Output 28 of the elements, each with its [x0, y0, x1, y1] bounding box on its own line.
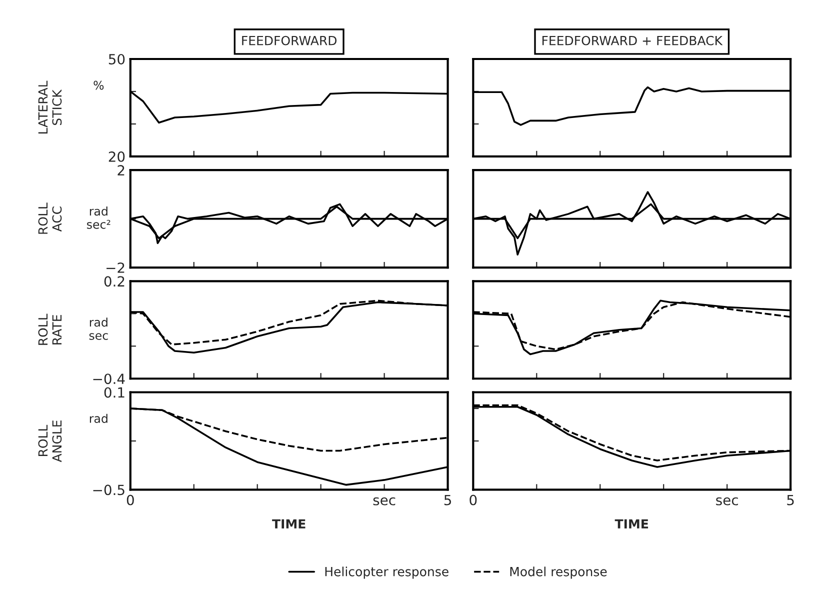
- y-axis-title: LATERAL STICK: [38, 80, 62, 134]
- x-tick-label: 0: [470, 494, 477, 506]
- x-axis-title: TIME: [272, 519, 306, 528]
- y-tick-label: 0.1: [104, 387, 124, 398]
- y-tick-label: −0.4: [93, 374, 125, 384]
- y-axis-title: ROLL ACC: [38, 202, 62, 234]
- text: %: [94, 80, 104, 90]
- text: rad sec: [89, 318, 108, 340]
- x-tick-label: sec: [373, 497, 396, 506]
- y-axis-title: ROLL ANGLE: [38, 420, 62, 462]
- text: rad sec²: [86, 206, 110, 229]
- legend-label: Model response: [510, 566, 607, 579]
- x-axis-title: TIME: [614, 519, 648, 528]
- y-tick-label: 50: [108, 54, 125, 64]
- text: rad: [90, 414, 108, 423]
- x-tick-label: 0: [126, 494, 134, 506]
- y-axis-title: ROLL RATE: [38, 314, 62, 345]
- x-tick-label: 5: [444, 494, 451, 506]
- x-tick-label: 5: [787, 494, 794, 506]
- y-tick-label: −2: [106, 262, 124, 273]
- y-tick-label: 20: [108, 151, 125, 162]
- y-tick-label: 2: [118, 165, 124, 176]
- y-tick-label: −0.5: [93, 484, 124, 496]
- chart-title: FEEDFORWARD: [242, 36, 337, 46]
- y-tick-label: 0.2: [104, 276, 124, 287]
- chart-title: FEEDFORWARD + FEEDBACK: [542, 36, 723, 46]
- legend-label: Helicopter response: [325, 566, 448, 579]
- x-tick-label: sec: [716, 497, 738, 506]
